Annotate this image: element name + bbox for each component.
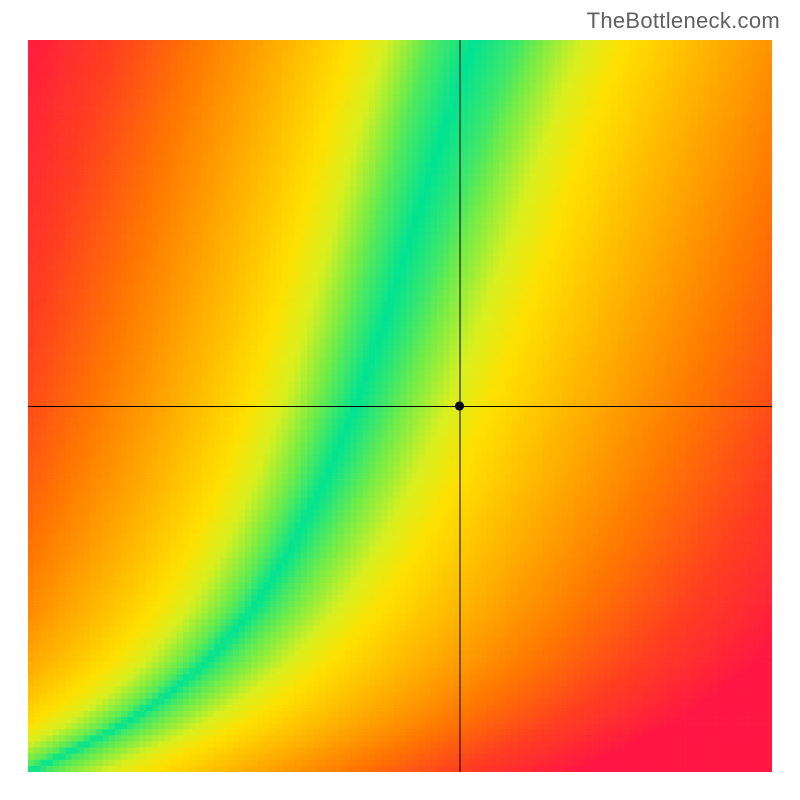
brand-label: TheBottleneck.com xyxy=(587,8,780,34)
root: TheBottleneck.com xyxy=(0,0,800,800)
heatmap-canvas xyxy=(28,40,772,772)
heatmap-plot xyxy=(28,40,772,772)
